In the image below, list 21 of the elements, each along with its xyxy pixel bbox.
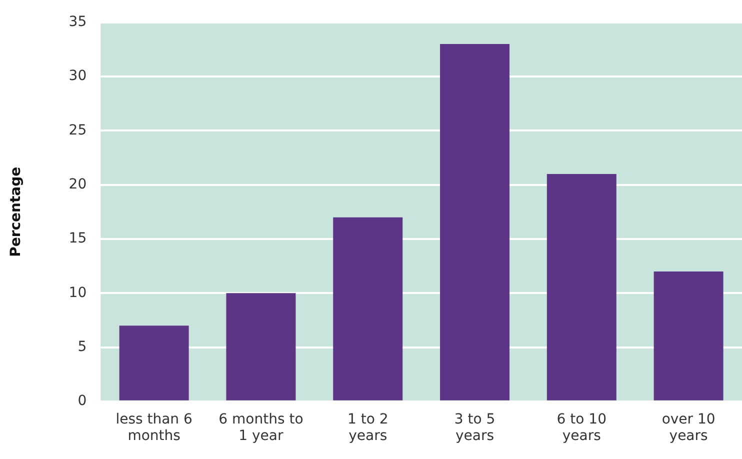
y-tick-label: 30 [68,68,87,84]
y-tick-label: 5 [78,338,87,355]
x-tick-label: 6 to 10 years [556,411,606,444]
y-tick-label: 0 [78,393,87,410]
y-tick-label: 35 [68,14,87,30]
y-axis-title: Percentage [8,166,24,257]
x-tick-label: 1 to 2 years [347,411,388,444]
y-tick-label: 15 [68,230,87,247]
y-tick-label: 10 [68,284,87,301]
y-tick-label: 25 [68,122,87,138]
bar [333,217,403,400]
bar [119,326,189,400]
x-tick-label: 6 months to 1 year [218,411,304,444]
x-tick-label: 3 to 5 years [454,411,496,444]
bar [546,174,616,400]
bar [226,293,296,400]
bar [654,271,724,400]
x-tick-label: less than 6 months [116,411,193,444]
y-tick-label: 20 [68,176,87,192]
x-tick-label: over 10 years [662,411,716,444]
bar [440,44,510,400]
